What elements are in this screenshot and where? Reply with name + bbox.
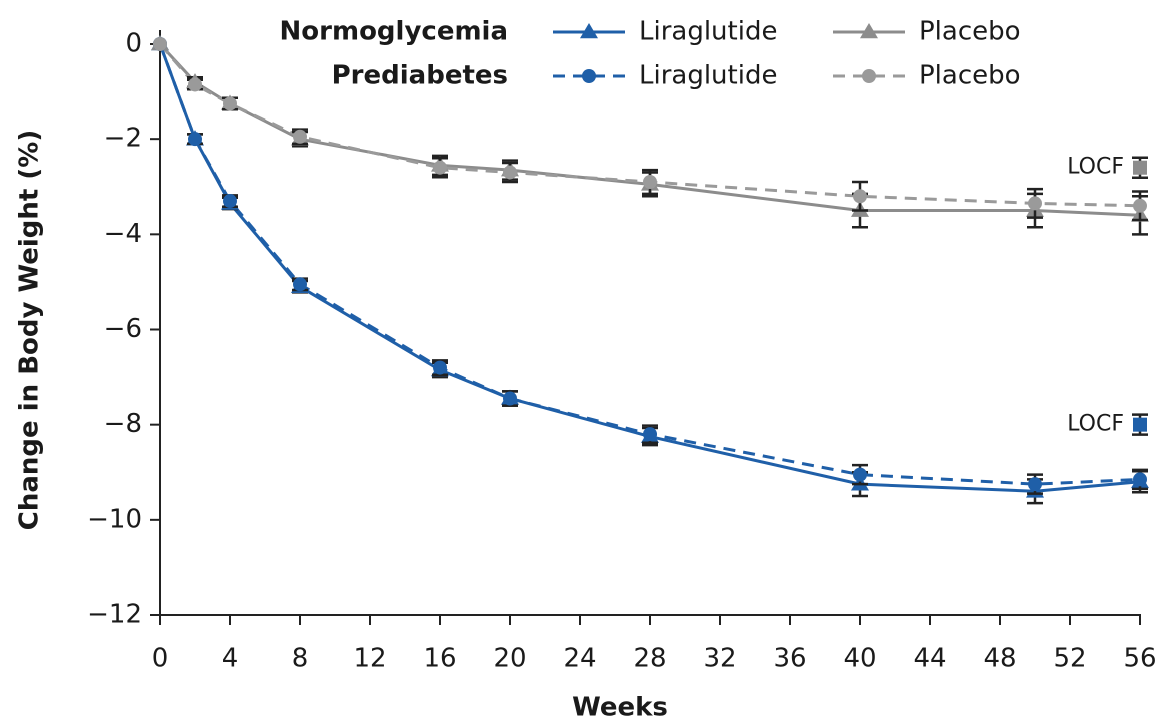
data-point	[1133, 198, 1147, 213]
x-tick-label: 0	[152, 644, 169, 674]
x-tick-label: 32	[703, 644, 736, 674]
y-axis-label: Change in Body Weight (%)	[15, 130, 45, 530]
data-point	[853, 467, 867, 482]
data-point	[1028, 196, 1042, 211]
data-point	[643, 174, 657, 189]
x-axis-label: Weeks	[572, 693, 668, 723]
legend-label: Liraglutide	[639, 61, 777, 91]
data-point	[853, 189, 867, 204]
series-line	[158, 43, 1141, 208]
data-point	[433, 360, 447, 375]
x-tick-label: 24	[563, 644, 596, 674]
x-tick-label: 16	[423, 644, 456, 674]
x-tick-label: 20	[493, 644, 526, 674]
y-tick-label: −6	[104, 314, 142, 344]
y-tick-label: 0	[125, 29, 142, 59]
legend-label: Placebo	[919, 61, 1021, 91]
annotation: LOCF	[1067, 155, 1124, 180]
data-point	[503, 391, 517, 406]
x-tick-label: 4	[222, 644, 239, 674]
legend-group-label: Prediabetes	[332, 61, 508, 91]
y-tick-label: −2	[104, 124, 142, 154]
data-point	[293, 277, 307, 292]
legend-marker	[580, 23, 598, 39]
x-tick-label: 44	[913, 644, 946, 674]
y-tick-label: −12	[87, 600, 142, 630]
legend-group-label: Normoglycemia	[280, 17, 508, 47]
legend-label: Liraglutide	[639, 17, 777, 47]
annotation: LOCF	[1067, 412, 1124, 437]
data-point	[188, 132, 202, 147]
series-line	[158, 43, 1141, 486]
legend-label: Placebo	[919, 17, 1021, 47]
y-tick-label: −8	[104, 409, 142, 439]
data-point	[643, 427, 657, 442]
data-point	[223, 194, 237, 209]
x-tick-label: 48	[983, 644, 1016, 674]
x-tick-label: 36	[773, 644, 806, 674]
data-point	[503, 165, 517, 180]
locf-point	[1133, 417, 1147, 432]
legend-marker	[860, 23, 878, 39]
data-point	[433, 160, 447, 175]
data-point	[153, 37, 167, 51]
x-tick-label: 40	[843, 644, 876, 674]
y-tick-label: −4	[104, 219, 142, 249]
series-line	[158, 42, 1141, 217]
locf-point	[1133, 160, 1147, 175]
data-point	[1133, 472, 1147, 487]
legend-marker	[862, 69, 876, 83]
data-point	[293, 129, 307, 144]
x-tick-label: 28	[633, 644, 666, 674]
data-point	[188, 77, 202, 92]
x-tick-label: 12	[353, 644, 386, 674]
x-tick-label: 8	[292, 644, 309, 674]
y-tick-label: −10	[87, 504, 142, 534]
legend-marker	[582, 69, 596, 83]
data-point	[223, 96, 237, 111]
series-line	[158, 43, 1141, 493]
x-tick-label: 56	[1123, 644, 1156, 674]
x-tick-label: 52	[1053, 644, 1086, 674]
data-point	[1028, 477, 1042, 492]
